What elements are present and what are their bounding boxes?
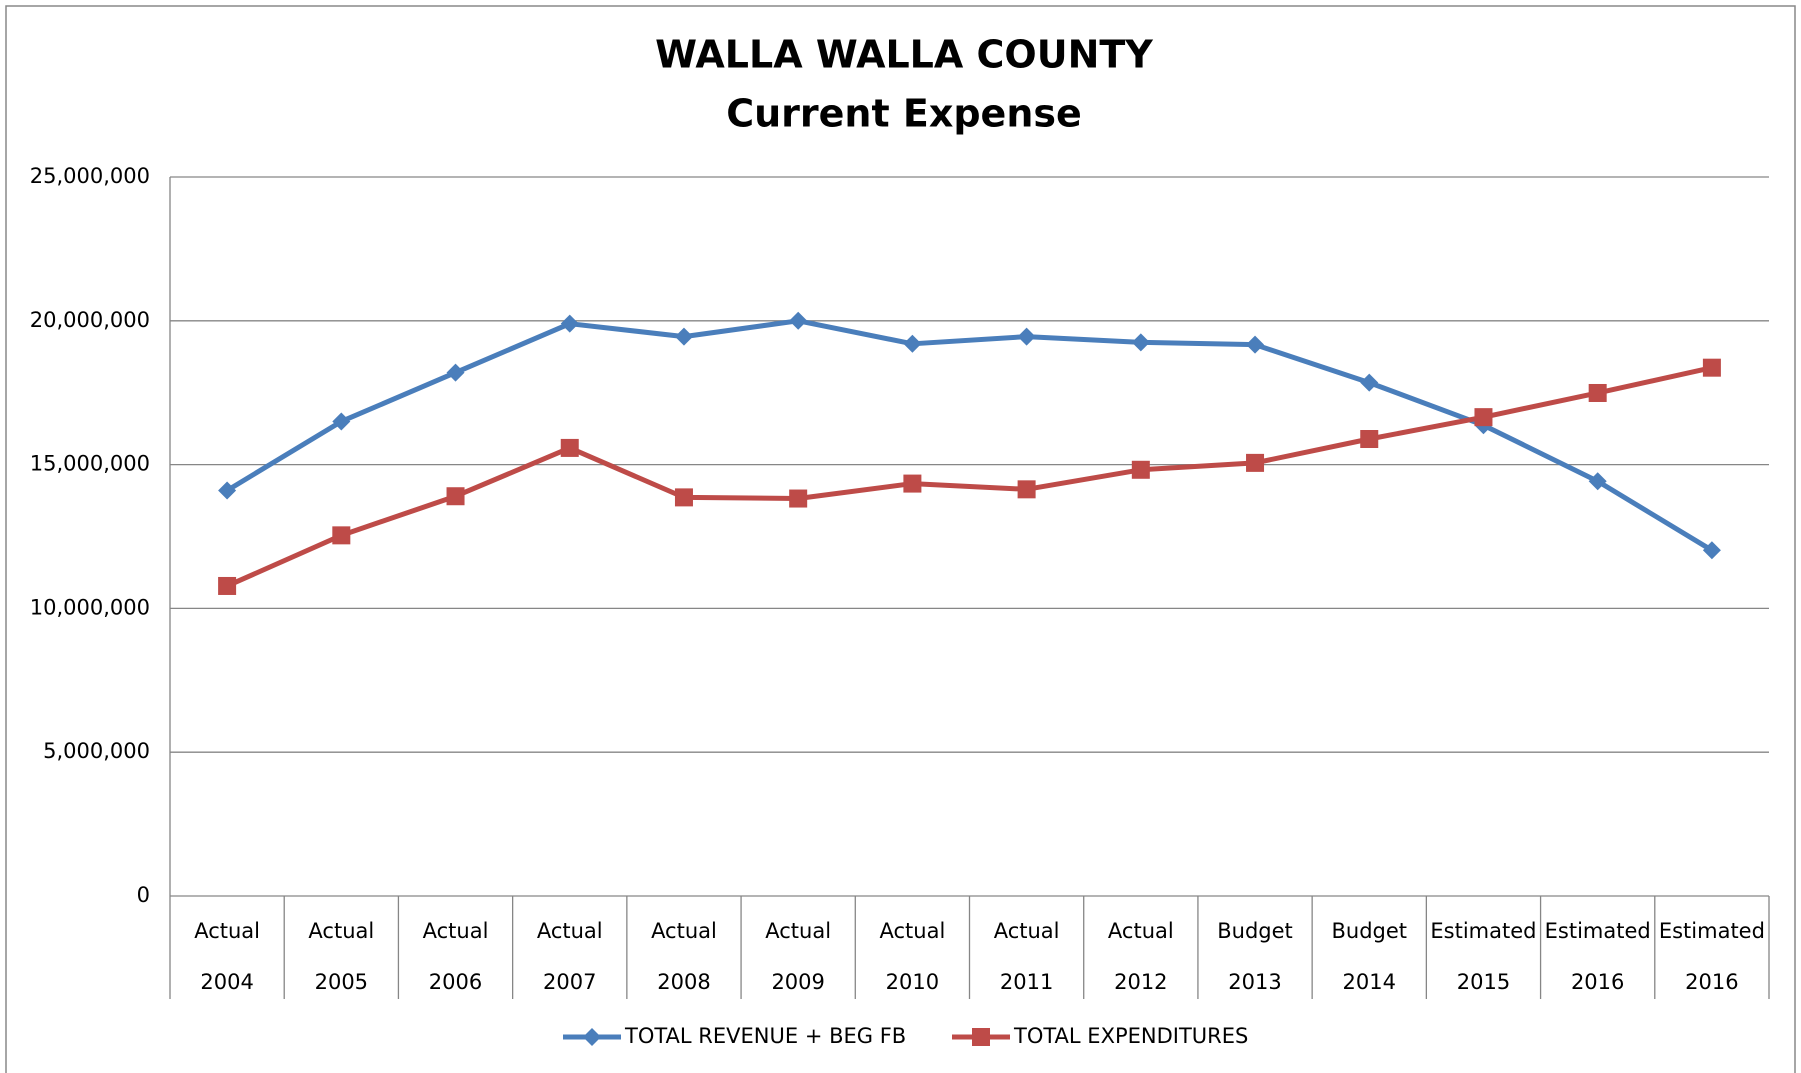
point <box>674 488 693 507</box>
point <box>1017 480 1036 499</box>
point <box>789 311 808 330</box>
x-tick-label: Estimated <box>1659 919 1765 943</box>
point <box>1017 327 1036 346</box>
point <box>446 487 465 506</box>
legend-marker <box>972 1028 990 1046</box>
x-tick-label: 2016 <box>1685 970 1738 994</box>
y-tick-label: 0 <box>137 883 150 907</box>
x-tick-label: Actual <box>308 919 374 943</box>
point <box>903 334 922 353</box>
x-tick-label: Actual <box>765 919 831 943</box>
point <box>560 438 579 457</box>
point <box>446 363 465 382</box>
x-tick-label: 2005 <box>315 970 368 994</box>
point <box>1588 383 1607 402</box>
x-tick-label: 2012 <box>1114 970 1167 994</box>
point <box>789 489 808 508</box>
x-tick-label: 2009 <box>771 970 824 994</box>
point <box>1246 453 1265 472</box>
x-tick-label: 2008 <box>657 970 710 994</box>
chart-title: WALLA WALLA COUNTY <box>655 33 1153 77</box>
x-tick-label: Actual <box>879 919 945 943</box>
x-tick-label: Estimated <box>1430 919 1536 943</box>
x-tick-label: Actual <box>194 919 260 943</box>
y-tick-label: 15,000,000 <box>30 452 150 476</box>
legend-marker <box>583 1028 601 1046</box>
x-tick-label: Budget <box>1331 919 1407 943</box>
x-tick-label: Actual <box>537 919 603 943</box>
x-tick-label: 2014 <box>1343 970 1396 994</box>
point <box>218 481 237 500</box>
x-tick-label: 2006 <box>429 970 482 994</box>
point <box>1246 335 1265 354</box>
x-tick-label: 2011 <box>1000 970 1053 994</box>
legend-label: TOTAL EXPENDITURES <box>1013 1024 1248 1048</box>
y-tick-label: 25,000,000 <box>30 164 150 188</box>
x-tick-label: 2015 <box>1457 970 1510 994</box>
point <box>1131 333 1150 352</box>
x-tick-label: 2010 <box>886 970 939 994</box>
x-tick-label: Estimated <box>1545 919 1651 943</box>
point <box>218 576 237 595</box>
x-tick-label: 2016 <box>1571 970 1624 994</box>
point <box>332 526 351 545</box>
point <box>1360 430 1379 449</box>
series-line <box>225 318 1714 553</box>
y-tick-label: 10,000,000 <box>30 595 150 619</box>
x-tick-label: 2013 <box>1228 970 1281 994</box>
series-line <box>226 365 1713 589</box>
point <box>1474 408 1493 427</box>
x-tick-label: Budget <box>1217 919 1293 943</box>
legend-label: TOTAL REVENUE + BEG FB <box>624 1024 906 1048</box>
x-tick-label: 2007 <box>543 970 596 994</box>
point <box>1360 373 1379 392</box>
chart-subtitle: Current Expense <box>726 92 1082 136</box>
point <box>560 314 579 333</box>
x-tick-label: Actual <box>994 919 1060 943</box>
x-tick-label: Actual <box>423 919 489 943</box>
chart-frame <box>5 5 1796 1073</box>
y-tick-label: 5,000,000 <box>43 739 150 763</box>
y-tick-label: 20,000,000 <box>30 308 150 332</box>
point <box>1131 460 1150 479</box>
point <box>1588 472 1607 491</box>
point <box>903 474 922 493</box>
point <box>1702 358 1721 377</box>
point <box>332 412 351 431</box>
point <box>1702 541 1721 560</box>
x-tick-label: Actual <box>1108 919 1174 943</box>
x-tick-label: Actual <box>651 919 717 943</box>
point <box>674 327 693 346</box>
x-tick-label: 2004 <box>200 970 253 994</box>
